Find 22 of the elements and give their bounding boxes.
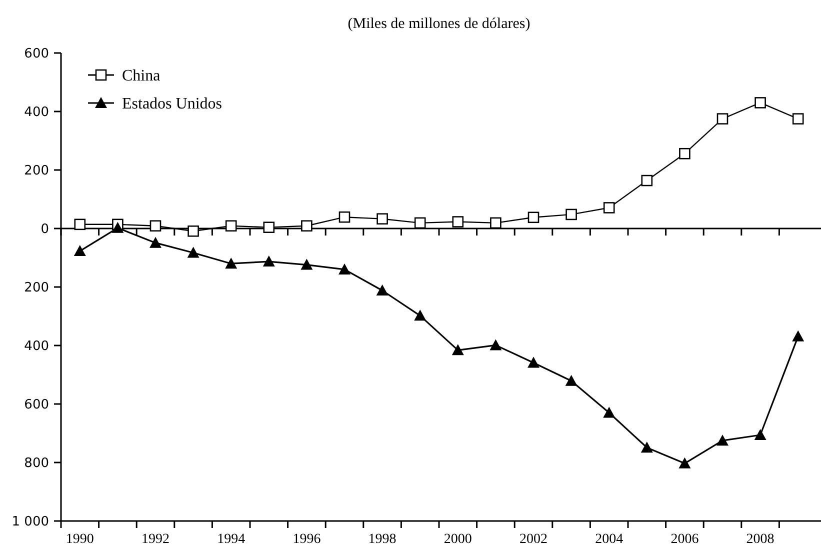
x-tick-label: 1990 xyxy=(66,532,94,547)
y-tick-label: 600 xyxy=(24,46,49,62)
y-tick-label: 200 xyxy=(24,164,49,179)
x-tick-label: 2006 xyxy=(670,532,699,547)
legend-label: Estados Unidos xyxy=(122,96,222,113)
x-tick-label: 2004 xyxy=(595,532,624,547)
legend-label: China xyxy=(122,68,160,85)
y-tick-label: 400 xyxy=(24,105,49,120)
chart-subtitle: (Miles de millones de dólares) xyxy=(348,16,530,32)
x-tick-label: 1992 xyxy=(142,532,170,547)
x-tick-label: 2008 xyxy=(746,532,774,547)
x-tick-label: 1994 xyxy=(217,532,246,547)
x-tick-label: 1996 xyxy=(292,532,321,547)
x-tick-label: 1998 xyxy=(368,532,396,547)
y-tick-label: 0 xyxy=(40,222,49,238)
y-tick-label: 400 xyxy=(24,339,49,354)
x-tick-label: 2002 xyxy=(520,532,548,547)
y-tick-label: 800 xyxy=(24,456,49,472)
y-tick-label: 200 xyxy=(24,280,49,296)
y-tick-label: 1 000 xyxy=(12,514,49,530)
x-tick-label: 2000 xyxy=(444,532,472,547)
y-tick-label: 600 xyxy=(24,398,49,413)
